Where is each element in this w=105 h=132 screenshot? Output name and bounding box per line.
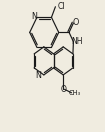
Text: CH₃: CH₃	[69, 90, 81, 96]
Text: NH: NH	[71, 37, 82, 46]
Text: N: N	[36, 71, 42, 80]
Text: Cl: Cl	[58, 2, 65, 11]
Text: O: O	[73, 18, 79, 27]
Text: N: N	[31, 11, 37, 21]
Text: O: O	[60, 85, 66, 95]
